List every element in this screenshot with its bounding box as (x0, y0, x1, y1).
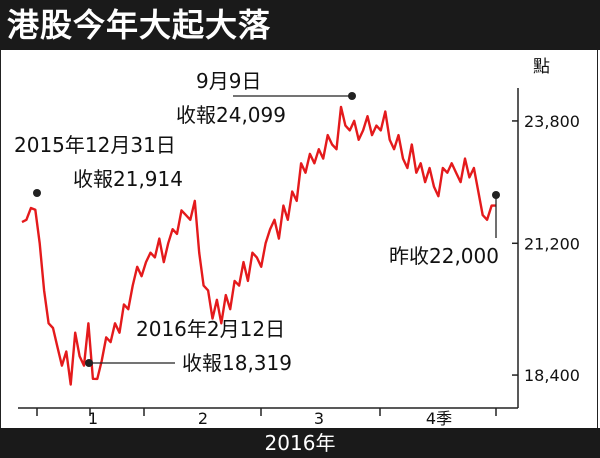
y-axis-unit-label: 點 (533, 57, 550, 77)
footer-bar: 2016年 (0, 428, 600, 458)
annotation-latest-close: 昨收22,000 (389, 244, 499, 268)
x-tick-label: 3 (314, 409, 324, 428)
annotation-2015-date: 2015年12月31日 (14, 133, 176, 157)
chart-frame (0, 50, 598, 428)
marker-latest (492, 191, 500, 199)
y-tick-label: 21,200 (524, 234, 580, 253)
annotation-feb-date: 2016年2月12日 (136, 317, 285, 341)
y-tick-label: 23,800 (524, 112, 580, 131)
marker-sep-9 (348, 92, 356, 100)
title-bar: 港股今年大起大落 (0, 0, 600, 50)
marker-2016-02-12 (85, 359, 93, 367)
series-line (21, 105, 496, 386)
annotation-sep-close: 收報24,099 (176, 103, 286, 127)
x-axis-label: 2016年 (264, 431, 336, 455)
marker-2015-12-31 (33, 189, 41, 197)
x-tick-label: 4季 (426, 409, 452, 428)
annotation-feb-close: 收報18,319 (182, 351, 292, 375)
x-tick-label: 1 (88, 409, 98, 428)
x-tick-label: 2 (198, 409, 208, 428)
y-tick-label: 18,400 (524, 366, 580, 385)
chart-title: 港股今年大起大落 (7, 6, 272, 44)
annotation-2015-close: 收報21,914 (73, 167, 183, 191)
annotation-sep-date: 9月9日 (196, 69, 261, 93)
